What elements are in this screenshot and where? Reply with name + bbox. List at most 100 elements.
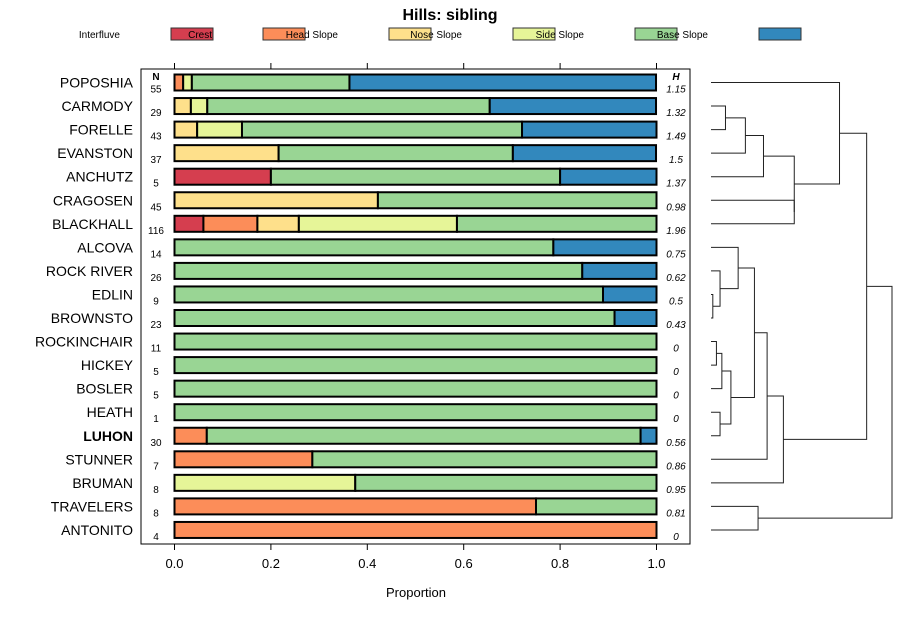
bar-segment-side-slope bbox=[173, 261, 584, 280]
bar-segment-side-slope bbox=[173, 238, 555, 257]
row-label: CARMODY bbox=[61, 98, 133, 114]
dendrogram-branch bbox=[711, 332, 768, 460]
bar-segment-side-slope bbox=[205, 426, 642, 445]
x-axis: 0.0 0.2 0.4 0.6 0.8 1.0 bbox=[165, 63, 666, 571]
bar-segment-interfluve bbox=[173, 214, 205, 233]
x-tick-label: 0.4 bbox=[358, 556, 376, 571]
bar-row: TRAVELERS 8 0.81 bbox=[51, 497, 686, 519]
n-value: 45 bbox=[150, 202, 162, 213]
n-value: 1 bbox=[153, 414, 159, 425]
h-value: 1.15 bbox=[666, 85, 686, 96]
row-label: EVANSTON bbox=[57, 145, 133, 161]
row-label: LUHON bbox=[83, 428, 133, 444]
dendrogram-branch bbox=[711, 293, 714, 319]
dendrogram-branch bbox=[711, 134, 764, 178]
bar-segment-side-slope bbox=[173, 309, 616, 327]
dendrogram-branch bbox=[711, 105, 726, 131]
x-axis-label: Proportion bbox=[386, 585, 446, 600]
legend-label-5: Base Slope bbox=[657, 30, 709, 41]
row-label: CRAGOSEN bbox=[53, 192, 133, 208]
row-label: BRUMAN bbox=[72, 475, 133, 491]
h-value: 0.43 bbox=[666, 320, 686, 331]
bar-segment-base-slope bbox=[601, 285, 658, 304]
bar-segment-base-slope bbox=[639, 426, 658, 445]
bar-segment-head-slope bbox=[173, 191, 379, 210]
bar-segment-nose-slope bbox=[182, 73, 193, 92]
row-label: HICKEY bbox=[81, 357, 134, 373]
n-value: 116 bbox=[148, 226, 164, 237]
bar-segment-head-slope bbox=[173, 120, 199, 139]
n-value: 37 bbox=[150, 155, 162, 166]
dendrogram-branch bbox=[730, 267, 755, 398]
bar-segment-side-slope bbox=[173, 332, 658, 351]
bar-row: HEATH 1 0 bbox=[87, 403, 679, 425]
n-value: 7 bbox=[153, 461, 159, 472]
bar-segment-nose-slope bbox=[196, 120, 243, 139]
bar-segment-interfluve bbox=[173, 167, 272, 186]
n-value: 5 bbox=[153, 367, 159, 378]
bar-segment-crest bbox=[202, 214, 259, 233]
h-value: 0.95 bbox=[666, 485, 686, 496]
bar-segment-crest bbox=[173, 450, 314, 469]
bar-row: CARMODY 29 1.32 bbox=[61, 97, 686, 119]
dendrogram-branch bbox=[758, 285, 893, 519]
dendrogram-branch bbox=[711, 117, 746, 154]
bar-row: LUHON 30 0.56 bbox=[83, 426, 686, 449]
row-label: HEATH bbox=[87, 404, 133, 420]
row-label: POPOSHIA bbox=[60, 75, 134, 91]
row-label: ALCOVA bbox=[77, 239, 133, 255]
h-value: 1.49 bbox=[666, 132, 686, 143]
dendrogram-branch bbox=[711, 246, 739, 290]
n-value: 55 bbox=[150, 85, 162, 96]
dendrogram-branch bbox=[711, 341, 717, 366]
row-label: BOSLER bbox=[76, 381, 133, 397]
bar-segment-side-slope bbox=[376, 191, 658, 210]
dendrogram-branch bbox=[711, 505, 759, 531]
legend-swatch-2 bbox=[388, 27, 432, 41]
dendrogram-branch bbox=[711, 395, 784, 484]
bar-row: STUNNER 7 0.86 bbox=[65, 450, 686, 472]
x-tick-label: 0.8 bbox=[551, 556, 569, 571]
dendrogram-branch bbox=[763, 155, 795, 213]
bar-segment-head-slope bbox=[256, 214, 300, 233]
row-label: BROWNSTO bbox=[51, 310, 133, 326]
bar-row: EVANSTON 37 1.5 bbox=[57, 144, 683, 166]
bar-segment-side-slope bbox=[173, 285, 604, 304]
bar-segment-crest bbox=[173, 73, 185, 92]
h-value: 0 bbox=[673, 532, 679, 543]
h-value: 0.98 bbox=[666, 202, 686, 213]
n-value: 23 bbox=[150, 320, 162, 331]
plot-frame bbox=[140, 68, 691, 545]
bar-segment-crest bbox=[173, 497, 537, 516]
legend-label-4: Side Slope bbox=[536, 30, 585, 41]
bar-segment-base-slope bbox=[613, 309, 658, 327]
bar-segment-side-slope bbox=[277, 144, 514, 163]
row-label: ROCKINCHAIR bbox=[35, 334, 133, 350]
bar-segment-nose-slope bbox=[189, 97, 209, 116]
bar-row: ANCHUTZ 5 1.37 bbox=[66, 167, 686, 190]
h-value: 0 bbox=[673, 414, 679, 425]
legend-label-0: Interfluve bbox=[79, 30, 121, 41]
bar-segment-side-slope bbox=[455, 214, 658, 233]
legend-label-3: Nose Slope bbox=[410, 30, 462, 41]
dendrogram-branch bbox=[711, 411, 721, 437]
row-label: BLACKHALL bbox=[52, 216, 133, 232]
bar-segment-nose-slope bbox=[173, 473, 357, 492]
bar-segment-base-slope bbox=[559, 167, 658, 186]
h-value: 0 bbox=[673, 391, 679, 402]
h-value: 0.62 bbox=[666, 273, 686, 284]
bar-row: CRAGOSEN 45 0.98 bbox=[53, 191, 686, 213]
bar-row: BRUMAN 8 0.95 bbox=[72, 473, 686, 496]
bar-row: ANTONITO 4 0 bbox=[61, 520, 679, 543]
bar-segment-side-slope bbox=[311, 450, 658, 469]
bar-segment-base-slope bbox=[581, 261, 658, 280]
n-header: N bbox=[152, 72, 159, 83]
n-value: 5 bbox=[153, 179, 159, 190]
row-label: ANCHUTZ bbox=[66, 169, 133, 185]
legend-label-1: Crest bbox=[188, 30, 212, 41]
bar-segment-side-slope bbox=[240, 120, 524, 139]
bar-segment-side-slope bbox=[535, 497, 658, 516]
chart-title: Hills: sibling bbox=[402, 7, 497, 24]
legend-label-2: Head Slope bbox=[286, 30, 339, 41]
